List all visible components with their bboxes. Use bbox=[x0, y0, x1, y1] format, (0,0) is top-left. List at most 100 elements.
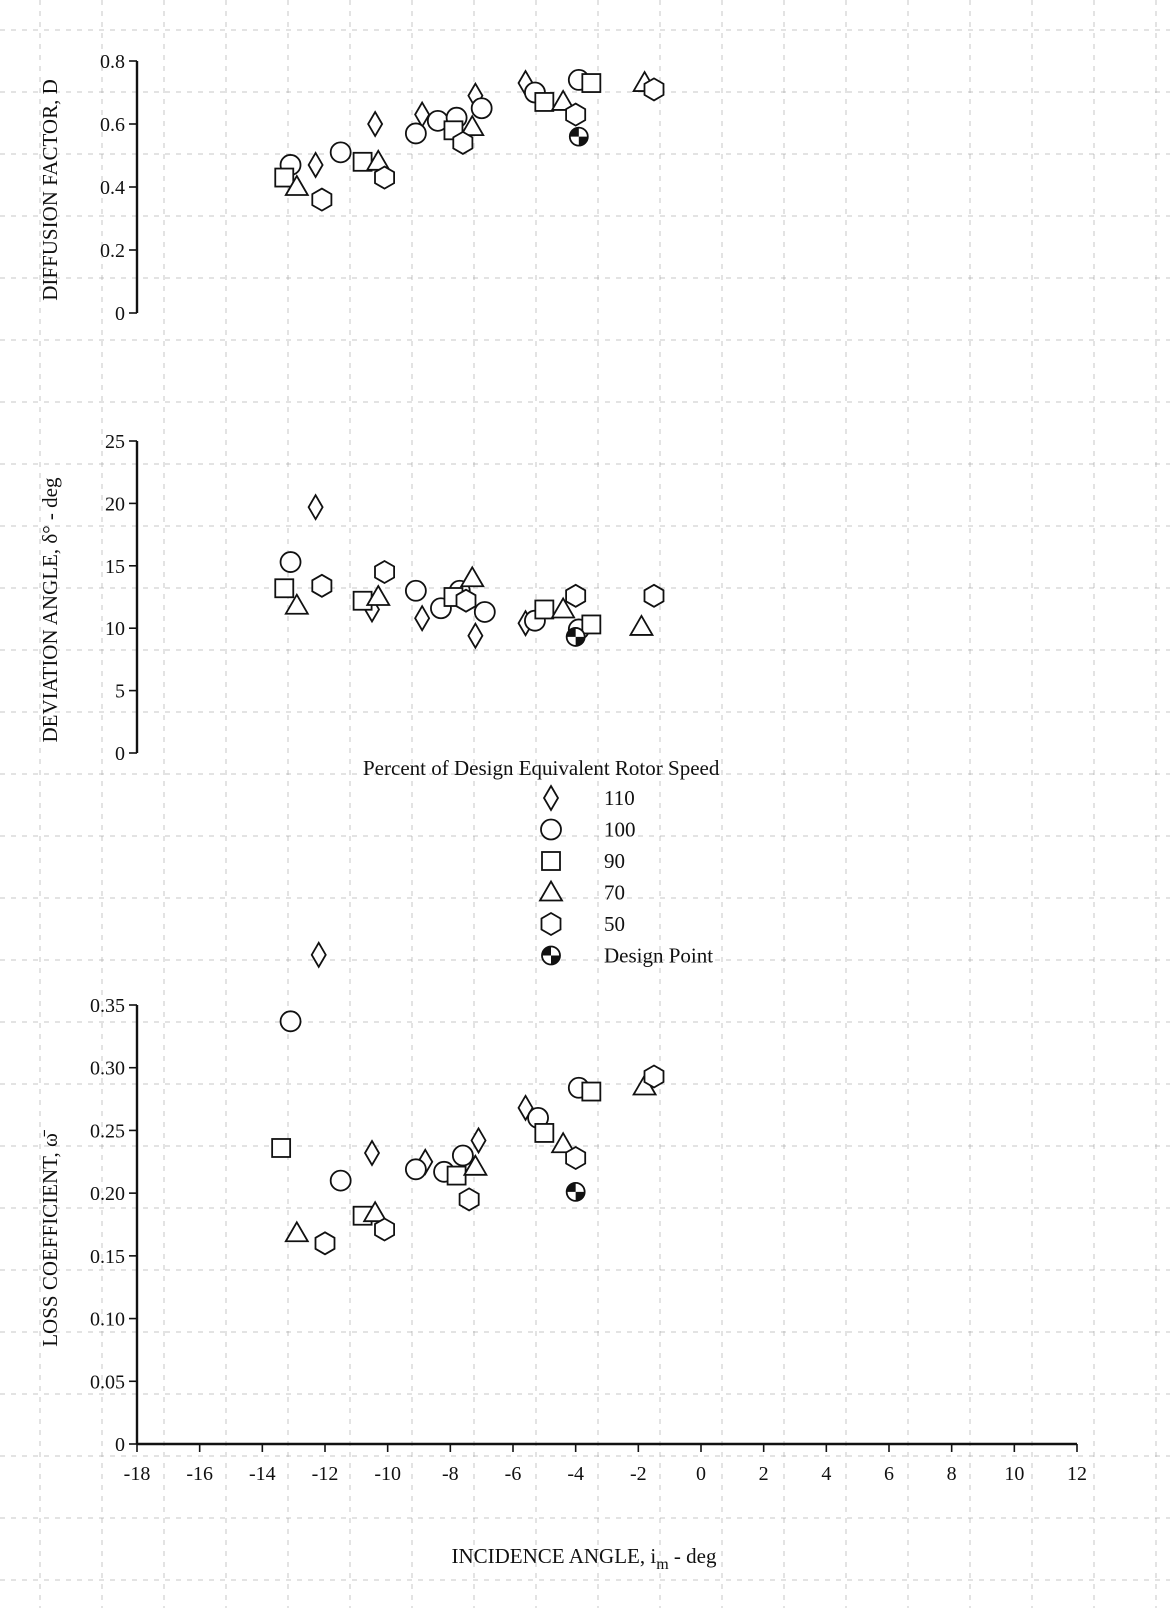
data-point-circle bbox=[473, 601, 496, 623]
legend: Percent of Design Equivalent Rotor Speed… bbox=[363, 756, 720, 968]
data-point-triangle bbox=[550, 1131, 576, 1154]
y-tick-label: 0.10 bbox=[90, 1309, 125, 1331]
incidence-angle-ticks: -18 -16 -14 -12 -10 -8 -6 -4 -2 0 2 4 6 8 10 12 bbox=[124, 1444, 1087, 1485]
data-point-hexagon bbox=[643, 583, 665, 608]
loss-coefficient-ticks: 0 0.05 0.10 0.15 0.20 0.25 0.30 0.35 bbox=[90, 995, 137, 1456]
data-point-hexagon bbox=[374, 559, 396, 585]
data-point-triangle bbox=[365, 584, 391, 606]
incidence-angle-label-main: INCIDENCE ANGLE, i bbox=[451, 1544, 656, 1568]
data-point-hexagon bbox=[455, 588, 477, 613]
legend-label: 50 bbox=[604, 912, 625, 936]
loss-coefficient-points bbox=[271, 941, 665, 1256]
diffusion-factor-axis-label: DIFFUSION FACTOR, D bbox=[38, 79, 62, 301]
x-tick-label: 0 bbox=[696, 1463, 706, 1485]
y-tick-label: 0.05 bbox=[90, 1371, 125, 1393]
diffusion-factor-points bbox=[274, 69, 665, 212]
legend-item: Design Point bbox=[541, 944, 713, 968]
legend-marker-design bbox=[541, 945, 561, 966]
x-tick-label: 6 bbox=[884, 1463, 894, 1485]
legend-marker-circle bbox=[540, 818, 562, 841]
data-point-design bbox=[568, 126, 589, 147]
diffusion-factor-panel: DIFFUSION FACTOR, D 0 0.2 0.4 0.6 0.8 bbox=[38, 51, 665, 325]
data-point-hexagon bbox=[458, 1187, 480, 1212]
y-tick-label: 0.6 bbox=[100, 114, 125, 136]
data-point-square bbox=[274, 167, 295, 188]
legend-item: 90 bbox=[541, 849, 625, 873]
legend-marker-hexagon bbox=[540, 911, 562, 937]
data-point-square bbox=[274, 578, 295, 599]
data-point-triangle bbox=[284, 592, 310, 615]
data-point-triangle bbox=[550, 89, 576, 111]
x-tick-label: 8 bbox=[947, 1463, 957, 1485]
y-tick-label: 0.8 bbox=[100, 51, 125, 73]
data-point-square bbox=[581, 1081, 602, 1102]
y-tick-label: 0 bbox=[115, 303, 125, 325]
data-point-diamond bbox=[367, 110, 384, 138]
x-tick-label: -6 bbox=[505, 1463, 522, 1485]
incidence-angle-label-subscript: m bbox=[656, 1556, 669, 1573]
diffusion-factor-ticks: 0 0.2 0.4 0.6 0.8 bbox=[100, 51, 137, 325]
data-point-diamond bbox=[414, 604, 431, 633]
data-point-square bbox=[446, 1165, 467, 1186]
data-point-circle bbox=[451, 1144, 474, 1167]
y-tick-label: 25 bbox=[105, 431, 125, 453]
x-tick-label: -4 bbox=[567, 1463, 584, 1485]
deviation-angle-points bbox=[274, 493, 665, 650]
y-tick-label: 0 bbox=[115, 743, 125, 765]
data-point-triangle bbox=[284, 1220, 310, 1243]
legend-label: 110 bbox=[604, 786, 635, 810]
legend-label: Design Point bbox=[604, 944, 713, 968]
x-tick-label: 12 bbox=[1067, 1463, 1087, 1485]
deviation-angle-panel: DEVIATION ANGLE, δ° - deg 0 5 10 15 20 25 bbox=[38, 431, 665, 765]
data-point-diamond bbox=[310, 941, 327, 969]
legend-items: 110 100 90 70 50 Design Point bbox=[538, 784, 713, 968]
legend-item: 100 bbox=[540, 818, 636, 842]
data-point-hexagon bbox=[643, 77, 665, 102]
loss-coefficient-axis-label: LOSS COEFFICIENT, ω̄ bbox=[38, 1129, 62, 1347]
x-tick-label: -18 bbox=[124, 1463, 151, 1485]
legend-marker-diamond bbox=[542, 784, 560, 812]
incidence-angle-axis-label: INCIDENCE ANGLE, im - deg bbox=[451, 1544, 717, 1573]
x-tick-label: -8 bbox=[442, 1463, 459, 1485]
data-point-hexagon bbox=[311, 187, 333, 212]
legend-item: 70 bbox=[538, 879, 625, 905]
legend-label: 90 bbox=[604, 849, 625, 873]
data-point-hexagon bbox=[311, 573, 333, 598]
x-tick-label: 4 bbox=[821, 1463, 831, 1485]
data-point-diamond bbox=[470, 1126, 487, 1155]
data-point-design bbox=[565, 1181, 586, 1202]
legend-marker-triangle bbox=[538, 879, 564, 902]
data-point-triangle bbox=[462, 1154, 488, 1176]
data-point-triangle bbox=[459, 565, 485, 588]
incidence-angle-label-unit: - deg bbox=[669, 1544, 717, 1568]
data-point-square bbox=[581, 73, 602, 93]
data-point-circle bbox=[404, 1158, 427, 1181]
data-point-circle bbox=[470, 97, 493, 120]
data-point-square bbox=[534, 92, 555, 112]
legend-title: Percent of Design Equivalent Rotor Speed bbox=[363, 756, 720, 780]
data-point-hexagon bbox=[565, 1145, 587, 1171]
data-point-design bbox=[565, 627, 586, 647]
legend-item: 50 bbox=[540, 911, 625, 937]
y-tick-label: 0.25 bbox=[90, 1120, 125, 1142]
data-point-hexagon bbox=[374, 1217, 396, 1242]
data-point-triangle bbox=[459, 114, 485, 137]
data-point-square bbox=[271, 1138, 292, 1158]
data-point-triangle bbox=[550, 596, 576, 619]
y-tick-label: 15 bbox=[105, 556, 125, 578]
deviation-angle-ticks: 0 5 10 15 20 25 bbox=[105, 431, 137, 765]
data-point-triangle bbox=[362, 1200, 388, 1223]
x-tick-label: -12 bbox=[312, 1463, 339, 1485]
data-point-circle bbox=[329, 141, 352, 164]
y-tick-label: 5 bbox=[115, 681, 125, 703]
data-point-square bbox=[534, 599, 555, 620]
data-point-diamond bbox=[307, 493, 324, 521]
y-tick-label: 0.30 bbox=[90, 1058, 125, 1080]
data-point-circle bbox=[279, 551, 302, 573]
y-tick-label: 0.35 bbox=[90, 995, 125, 1017]
x-tick-label: -14 bbox=[249, 1463, 276, 1485]
legend-label: 70 bbox=[604, 881, 625, 905]
data-point-square bbox=[534, 1123, 555, 1143]
data-point-diamond bbox=[307, 151, 324, 179]
